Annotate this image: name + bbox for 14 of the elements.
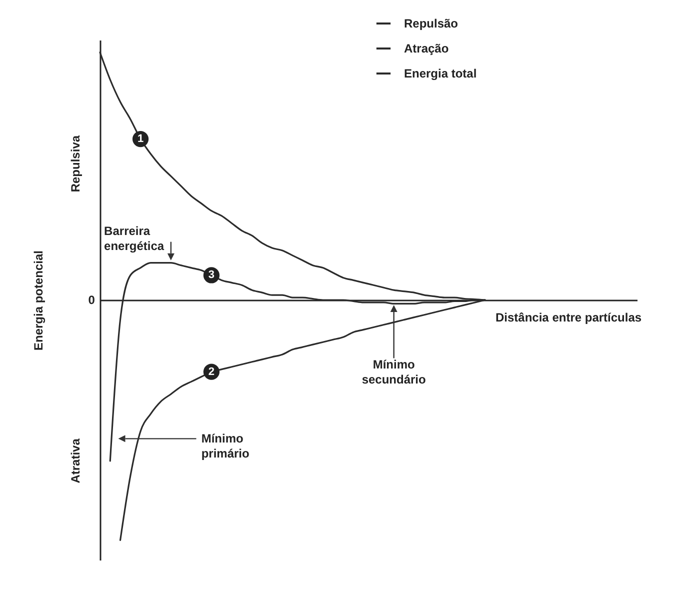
annotation: Mínimo secundário (362, 357, 426, 386)
annotation: 3 (208, 269, 215, 282)
legend-label: Atração (404, 42, 449, 56)
legend-label: Energia total (404, 66, 477, 80)
text: Atrativa (68, 438, 83, 484)
y-axis-title: Energia potencial (32, 250, 46, 351)
annotation: 1 (137, 133, 144, 146)
legend-label: Repulsão (404, 16, 458, 30)
annotation: Barreira energética (104, 224, 164, 254)
x-axis-title: Distância entre partículas (496, 310, 642, 324)
text: 0 (88, 293, 96, 307)
text: Repulsiva (68, 135, 83, 192)
annotation: Mínimo primário (201, 432, 250, 461)
annotation: 2 (208, 366, 215, 378)
